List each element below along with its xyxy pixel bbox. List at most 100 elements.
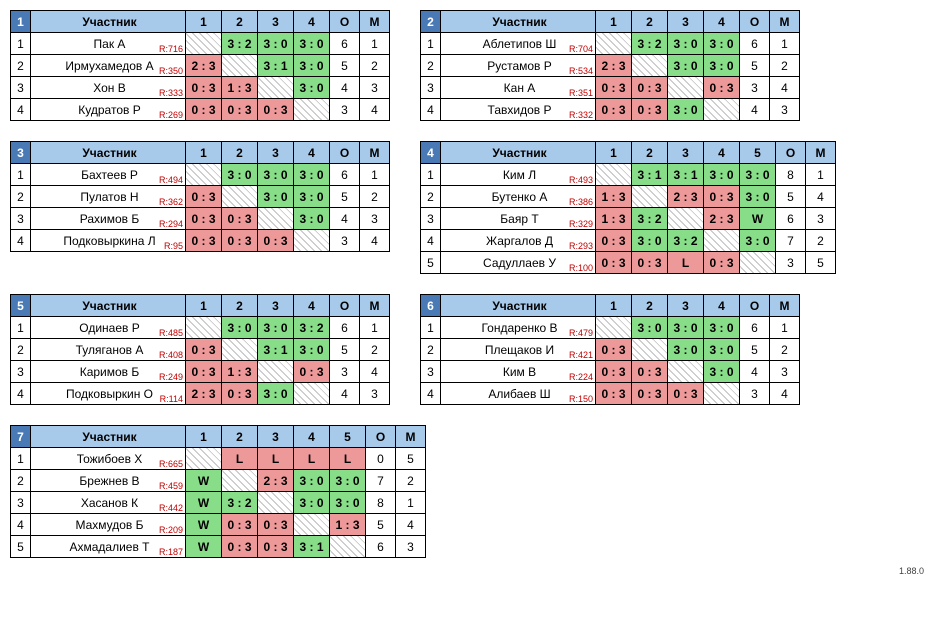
score-cell[interactable]: 2 : 3 [596,55,632,77]
player-name-cell[interactable]: Брежнев ВR:459 [31,470,186,492]
score-cell[interactable]: 0 : 3 [186,186,222,208]
score-cell[interactable]: 3 : 0 [704,339,740,361]
player-name-cell[interactable]: Рустамов РR:534 [441,55,596,77]
score-cell[interactable]: 3 : 2 [294,317,330,339]
player-name-cell[interactable]: Пак АR:716 [31,33,186,55]
score-cell[interactable]: 3 : 0 [740,164,776,186]
score-cell[interactable]: 0 : 3 [704,252,740,274]
score-cell[interactable]: 3 : 0 [294,470,330,492]
player-name-cell[interactable]: Хон ВR:333 [31,77,186,99]
score-cell[interactable]: 3 : 1 [294,536,330,558]
player-name-cell[interactable]: Садуллаев УR:100 [441,252,596,274]
score-cell[interactable]: 0 : 3 [186,230,222,252]
score-cell[interactable]: 0 : 3 [222,208,258,230]
score-cell[interactable]: 0 : 3 [632,361,668,383]
score-cell[interactable]: 3 : 0 [294,339,330,361]
player-name-cell[interactable]: Кудратов РR:269 [31,99,186,121]
player-name-cell[interactable]: Пулатов НR:362 [31,186,186,208]
score-cell[interactable]: 0 : 3 [222,99,258,121]
score-cell[interactable]: 3 : 0 [294,55,330,77]
score-cell[interactable]: 3 : 0 [258,33,294,55]
score-cell[interactable]: 0 : 3 [596,99,632,121]
player-name-cell[interactable]: Гондаренко ВR:479 [441,317,596,339]
player-name-cell[interactable]: Ахмадалиев ТR:187 [31,536,186,558]
player-name-cell[interactable]: Бахтеев РR:494 [31,164,186,186]
score-cell[interactable]: 3 : 0 [704,361,740,383]
player-name-cell[interactable]: Аблетипов ШR:704 [441,33,596,55]
score-cell[interactable]: 0 : 3 [596,339,632,361]
score-cell[interactable]: 0 : 3 [668,383,704,405]
score-cell[interactable]: 0 : 3 [222,536,258,558]
player-name-cell[interactable]: Баяр ТR:329 [441,208,596,230]
score-cell[interactable]: L [294,448,330,470]
score-cell[interactable]: 0 : 3 [704,77,740,99]
score-cell[interactable]: 0 : 3 [632,99,668,121]
score-cell[interactable]: 0 : 3 [596,252,632,274]
player-name-cell[interactable]: Алибаев ШR:150 [441,383,596,405]
score-cell[interactable]: 3 : 0 [704,33,740,55]
score-cell[interactable]: 3 : 0 [222,164,258,186]
player-name-cell[interactable]: Каримов БR:249 [31,361,186,383]
player-name-cell[interactable]: Ким ЛR:493 [441,164,596,186]
score-cell[interactable]: 3 : 0 [740,186,776,208]
score-cell[interactable]: 1 : 3 [596,186,632,208]
score-cell[interactable]: 0 : 3 [186,99,222,121]
score-cell[interactable]: 3 : 0 [294,33,330,55]
player-name-cell[interactable]: Махмудов БR:209 [31,514,186,536]
score-cell[interactable]: 3 : 0 [668,339,704,361]
score-cell[interactable]: 3 : 0 [740,230,776,252]
player-name-cell[interactable]: Подковыркина ЛR:95 [31,230,186,252]
score-cell[interactable]: 1 : 3 [596,208,632,230]
score-cell[interactable]: W [186,492,222,514]
score-cell[interactable]: 3 : 1 [632,164,668,186]
score-cell[interactable]: 0 : 3 [258,514,294,536]
score-cell[interactable]: L [222,448,258,470]
score-cell[interactable]: 3 : 2 [222,492,258,514]
score-cell[interactable]: 3 : 0 [704,317,740,339]
score-cell[interactable]: 0 : 3 [222,383,258,405]
score-cell[interactable]: 3 : 0 [294,186,330,208]
score-cell[interactable]: 2 : 3 [668,186,704,208]
score-cell[interactable]: 0 : 3 [258,99,294,121]
score-cell[interactable]: 3 : 0 [330,492,366,514]
score-cell[interactable]: 3 : 0 [704,164,740,186]
score-cell[interactable]: W [186,514,222,536]
score-cell[interactable]: 3 : 0 [294,164,330,186]
score-cell[interactable]: 0 : 3 [596,383,632,405]
player-name-cell[interactable]: Тавхидов РR:332 [441,99,596,121]
score-cell[interactable]: 2 : 3 [186,383,222,405]
score-cell[interactable]: 3 : 1 [258,339,294,361]
player-name-cell[interactable]: Подковыркин ОR:114 [31,383,186,405]
player-name-cell[interactable]: Туляганов АR:408 [31,339,186,361]
player-name-cell[interactable]: Тожибоев ХR:665 [31,448,186,470]
score-cell[interactable]: 0 : 3 [632,383,668,405]
score-cell[interactable]: 3 : 1 [668,164,704,186]
score-cell[interactable]: 0 : 3 [632,77,668,99]
score-cell[interactable]: 3 : 0 [668,99,704,121]
player-name-cell[interactable]: Одинаев РR:485 [31,317,186,339]
score-cell[interactable]: 3 : 2 [668,230,704,252]
score-cell[interactable]: 0 : 3 [222,230,258,252]
player-name-cell[interactable]: Ирмухамедов АR:350 [31,55,186,77]
score-cell[interactable]: 0 : 3 [222,514,258,536]
score-cell[interactable]: 3 : 1 [258,55,294,77]
player-name-cell[interactable]: Хасанов КR:442 [31,492,186,514]
score-cell[interactable]: 3 : 0 [258,317,294,339]
player-name-cell[interactable]: Плещаков ИR:421 [441,339,596,361]
score-cell[interactable]: 2 : 3 [186,55,222,77]
score-cell[interactable]: W [186,536,222,558]
score-cell[interactable]: 3 : 0 [632,230,668,252]
score-cell[interactable]: 1 : 3 [222,77,258,99]
score-cell[interactable]: L [668,252,704,274]
score-cell[interactable]: 2 : 3 [704,208,740,230]
score-cell[interactable]: 3 : 0 [294,77,330,99]
player-name-cell[interactable]: Бутенко АR:386 [441,186,596,208]
score-cell[interactable]: 0 : 3 [186,77,222,99]
player-name-cell[interactable]: Ким ВR:224 [441,361,596,383]
score-cell[interactable]: 0 : 3 [596,361,632,383]
score-cell[interactable]: 3 : 0 [632,317,668,339]
score-cell[interactable]: 3 : 0 [330,470,366,492]
score-cell[interactable]: 3 : 0 [704,55,740,77]
score-cell[interactable]: 3 : 0 [668,317,704,339]
score-cell[interactable]: 3 : 0 [668,55,704,77]
